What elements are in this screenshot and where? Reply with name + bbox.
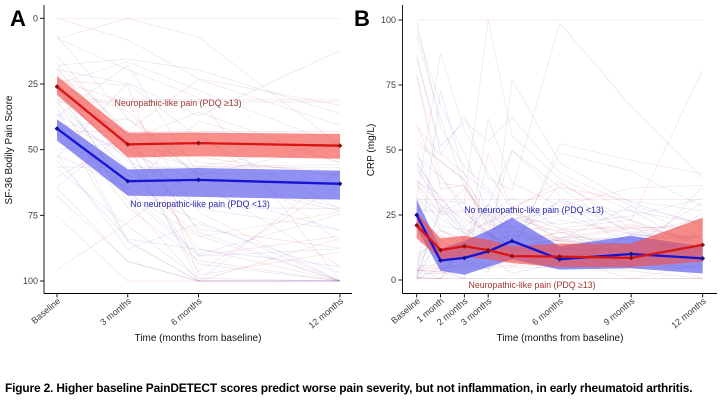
individual-trajectory-line xyxy=(56,61,341,146)
mean-point-neuropathic xyxy=(461,243,467,249)
individual-trajectory-line xyxy=(56,187,340,282)
mean-line-no-neuropathic xyxy=(415,214,703,262)
x-axis-title: Time (months from baseline) xyxy=(497,333,624,344)
individual-trajectory-line xyxy=(56,215,341,282)
mean-point-neuropathic xyxy=(125,141,131,147)
individual-trajectory-line xyxy=(56,169,341,282)
y-tick-label: 50 xyxy=(386,145,396,155)
individual-trajectory-line xyxy=(56,122,341,267)
mean-point-neuropathic xyxy=(557,254,563,259)
individual-trajectory-line xyxy=(56,154,341,274)
individual-trajectory-line xyxy=(56,17,341,146)
mean-point-no-neuropathic xyxy=(557,256,563,262)
y-tick-label: 25 xyxy=(386,210,396,220)
figure-caption: Figure 2. Higher baseline PainDETECT sco… xyxy=(5,381,693,395)
mean-point-neuropathic xyxy=(196,140,201,146)
individual-trajectory-line xyxy=(416,58,703,224)
group-annotation: Neuropathic-like pain (PDQ ≥13) xyxy=(468,280,595,290)
mean-point-no-neuropathic xyxy=(509,238,515,244)
individual-trajectory-line xyxy=(416,117,703,275)
mean-point-no-neuropathic xyxy=(337,181,343,187)
mean-line-neuropathic xyxy=(415,224,703,260)
mean-point-neuropathic xyxy=(628,255,634,261)
mean-point-no-neuropathic xyxy=(196,177,201,183)
y-tick-label: 25 xyxy=(28,79,38,89)
panel-label-a: A xyxy=(10,6,26,31)
mean-point-no-neuropathic xyxy=(125,178,131,184)
individual-trajectory-line xyxy=(56,107,341,282)
y-axis-title: SF-36 Bodily Pain Score xyxy=(4,95,15,204)
y-tick-label: 50 xyxy=(28,145,38,155)
individual-trajectory-line xyxy=(416,203,703,279)
group-annotation: No neuropathic-like pain (PDQ <13) xyxy=(464,205,604,215)
mean-point-no-neuropathic xyxy=(438,258,443,263)
group-annotation: No neuropathic-like pain (PDQ <13) xyxy=(130,199,270,209)
y-tick-label: 0 xyxy=(391,275,396,285)
individual-trajectory-line xyxy=(416,169,703,246)
y-tick-label: 75 xyxy=(28,210,38,220)
individual-trajectory-line xyxy=(56,113,341,282)
mean-point-neuropathic xyxy=(54,84,60,90)
mean-point-neuropathic xyxy=(438,247,443,253)
individual-trajectory-line xyxy=(416,90,703,278)
mean-point-no-neuropathic xyxy=(461,255,467,261)
y-tick-label: 75 xyxy=(386,80,396,90)
mean-point-neuropathic xyxy=(700,242,706,248)
y-tick-label: 100 xyxy=(23,276,38,286)
mean-point-no-neuropathic xyxy=(54,126,60,132)
individual-trajectory-line xyxy=(56,79,341,282)
mean-point-no-neuropathic xyxy=(628,251,634,257)
mean-point-neuropathic xyxy=(337,143,343,149)
individual-trajectory-line xyxy=(56,159,341,267)
panel-label-b: B xyxy=(354,6,370,31)
individual-trajectory-line xyxy=(56,58,341,114)
individual-trajectory-line xyxy=(56,118,340,282)
individual-trajectory-line xyxy=(416,21,703,225)
y-tick-label: 0 xyxy=(33,13,38,23)
mean-point-no-neuropathic xyxy=(414,212,420,218)
y-tick-label: 100 xyxy=(381,15,396,25)
individual-trajectories xyxy=(56,50,341,282)
mean-line-no-neuropathic xyxy=(56,127,341,185)
individual-trajectory-line xyxy=(416,149,703,236)
y-axis-title: CRP (mg/L) xyxy=(366,124,377,177)
individual-trajectory-line xyxy=(56,17,341,106)
mean-point-neuropathic xyxy=(414,223,420,228)
individual-trajectory-line xyxy=(56,154,341,282)
confidence-band-neuropathic xyxy=(57,76,340,159)
individual-trajectory-line xyxy=(416,143,703,248)
individual-trajectory-line xyxy=(56,85,341,257)
mean-line-neuropathic xyxy=(56,85,341,147)
individual-trajectory-line xyxy=(416,70,704,234)
group-annotation: Neuropathic-like pain (PDQ ≥13) xyxy=(114,98,241,108)
mean-point-neuropathic xyxy=(485,247,491,253)
individual-trajectory-line xyxy=(56,195,340,282)
mean-point-no-neuropathic xyxy=(700,256,706,261)
x-axis-title: Time (months from baseline) xyxy=(135,333,262,344)
individual-trajectory-line xyxy=(416,53,703,239)
mean-point-neuropathic xyxy=(509,253,515,259)
individual-trajectory-line xyxy=(416,19,703,224)
individual-trajectory-line xyxy=(416,22,703,192)
